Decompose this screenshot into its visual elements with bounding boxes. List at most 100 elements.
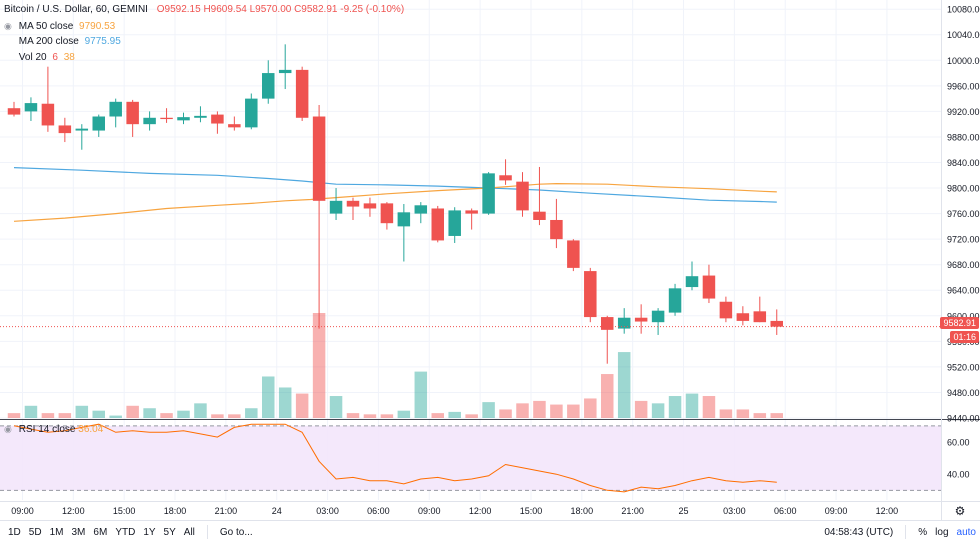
volume-bar	[24, 405, 38, 418]
ma200-value: 9775.95	[84, 36, 121, 47]
symbol-title[interactable]: Bitcoin / U.S. Dollar	[4, 4, 91, 15]
price-tick-label: 10000.00	[947, 56, 980, 66]
time-tick-label: 12:00	[876, 506, 899, 516]
price-tick-label: 10080.00	[947, 5, 980, 15]
candle-body	[634, 317, 648, 322]
time-tick-label: 12:00	[62, 506, 85, 516]
volume-bar	[567, 404, 580, 418]
volume-bar	[651, 403, 665, 418]
price-tick-label: 9480.00	[947, 388, 980, 398]
volume-bar	[295, 393, 309, 418]
clock-display[interactable]: 04:58:43 (UTC)	[824, 526, 894, 538]
symbol-row: Bitcoin / U.S. Dollar, 60, GEMINI O9592.…	[4, 4, 405, 15]
volume-bar	[753, 413, 767, 418]
ohlc-values: O9592.15 H9609.54 L9570.00 C9582.91 -9.2…	[156, 4, 405, 15]
volume-bar	[634, 400, 648, 418]
volume-bar	[414, 371, 428, 418]
volume-bar	[380, 414, 394, 418]
candle-body	[770, 320, 783, 327]
volume-bar	[363, 414, 377, 418]
range-ytd-button[interactable]: YTD	[115, 526, 136, 538]
eye-icon[interactable]: ◉	[4, 424, 12, 434]
price-tick-label: 9800.00	[947, 184, 980, 194]
range-1d-button[interactable]: 1D	[8, 526, 21, 538]
time-tick-label: 03:00	[723, 506, 746, 516]
volume-bar	[465, 414, 478, 418]
rsi-band	[0, 425, 941, 491]
price-tick-label: 9840.00	[947, 158, 980, 168]
gear-icon[interactable]: ⚙	[955, 504, 966, 518]
price-tick-label: 9920.00	[947, 107, 980, 117]
candle-body	[295, 69, 309, 118]
candle-body	[584, 271, 597, 318]
price-tick-label: 9520.00	[947, 362, 980, 372]
ma50-label: MA 50 close	[18, 21, 74, 32]
candle-body	[143, 117, 156, 125]
time-tick-label: 09:00	[11, 506, 34, 516]
candle-body	[75, 128, 89, 131]
exchange-label: GEMINI	[112, 4, 148, 15]
range-5d-button[interactable]: 5D	[28, 526, 42, 538]
candle-body	[228, 124, 241, 128]
price-chart[interactable]: 10080.00 10040.00 10000.00 9960.00 9920.00 98…	[0, 0, 980, 520]
range-6m-button[interactable]: 6M	[93, 526, 108, 538]
volume-bar	[719, 409, 733, 418]
percent-scale-button[interactable]: %	[918, 526, 928, 538]
candle-body	[7, 108, 21, 115]
volume-bar	[668, 396, 682, 418]
eye-icon[interactable]: ◉	[4, 21, 12, 31]
candle-body	[516, 181, 529, 211]
volume-bar	[262, 376, 275, 418]
interval-label[interactable]: 60	[95, 4, 107, 15]
time-axis: 09:00 12:00 15:00 18:00 21:00 24 03:00 06:00 09:…	[11, 506, 898, 516]
auto-scale-button[interactable]: auto	[956, 526, 976, 538]
volume-bar	[160, 413, 173, 418]
rsi-legend[interactable]: ◉ RSI 14 close 36.04	[4, 424, 103, 435]
price-tick-label: 9760.00	[947, 209, 980, 219]
candle-body	[245, 98, 258, 128]
time-tick-label: 15:00	[113, 506, 136, 516]
volume-bar	[770, 413, 783, 418]
toolbar-divider	[206, 525, 208, 539]
range-1m-button[interactable]: 1M	[49, 526, 64, 538]
volume-bar	[177, 410, 190, 418]
time-tick-label: 18:00	[164, 506, 187, 516]
volume-bar	[278, 387, 292, 418]
price-axis: 10080.00 10040.00 10000.00 9960.00 9920.00 98…	[947, 5, 980, 480]
ma200-row[interactable]: MA 200 close 9775.95	[4, 34, 404, 50]
candle-body	[312, 116, 326, 201]
range-3m-button[interactable]: 3M	[71, 526, 86, 538]
rsi-tick-label: 60.00	[947, 437, 970, 447]
range-5y-button[interactable]: 5Y	[163, 526, 176, 538]
range-all-button[interactable]: All	[183, 526, 195, 538]
volume-bar	[211, 414, 224, 418]
volume-label: Vol 20	[18, 52, 47, 63]
price-tick-label: 9960.00	[947, 81, 980, 91]
volume-bar	[143, 408, 156, 418]
candle-body	[448, 210, 461, 236]
candle-body	[550, 219, 563, 240]
time-tick-label: 03:00	[316, 506, 339, 516]
candle-body	[414, 205, 428, 214]
time-tick-label: 09:00	[825, 506, 848, 516]
range-1y-button[interactable]: 1Y	[143, 526, 156, 538]
volume-bar	[312, 313, 326, 418]
candle-body	[177, 117, 190, 121]
ma50-row[interactable]: ◉ MA 50 close 9790.53	[4, 18, 404, 34]
candle-body	[668, 288, 682, 313]
log-scale-button[interactable]: log	[935, 526, 949, 538]
goto-date-button[interactable]: Go to...	[219, 526, 253, 538]
time-tick-label: 15:00	[520, 506, 543, 516]
candle-body	[617, 317, 631, 329]
volume-series	[7, 313, 783, 418]
volume-value-a: 6	[52, 52, 58, 63]
volume-row[interactable]: Vol 20 6 38	[4, 50, 404, 66]
candle-body	[24, 103, 38, 112]
volume-bar	[397, 410, 411, 418]
price-tick-label: 10040.00	[947, 30, 980, 40]
volume-bar	[448, 411, 461, 418]
rsi-value: 36.04	[78, 424, 104, 435]
candle-body	[719, 301, 733, 319]
candle-body	[431, 208, 444, 241]
